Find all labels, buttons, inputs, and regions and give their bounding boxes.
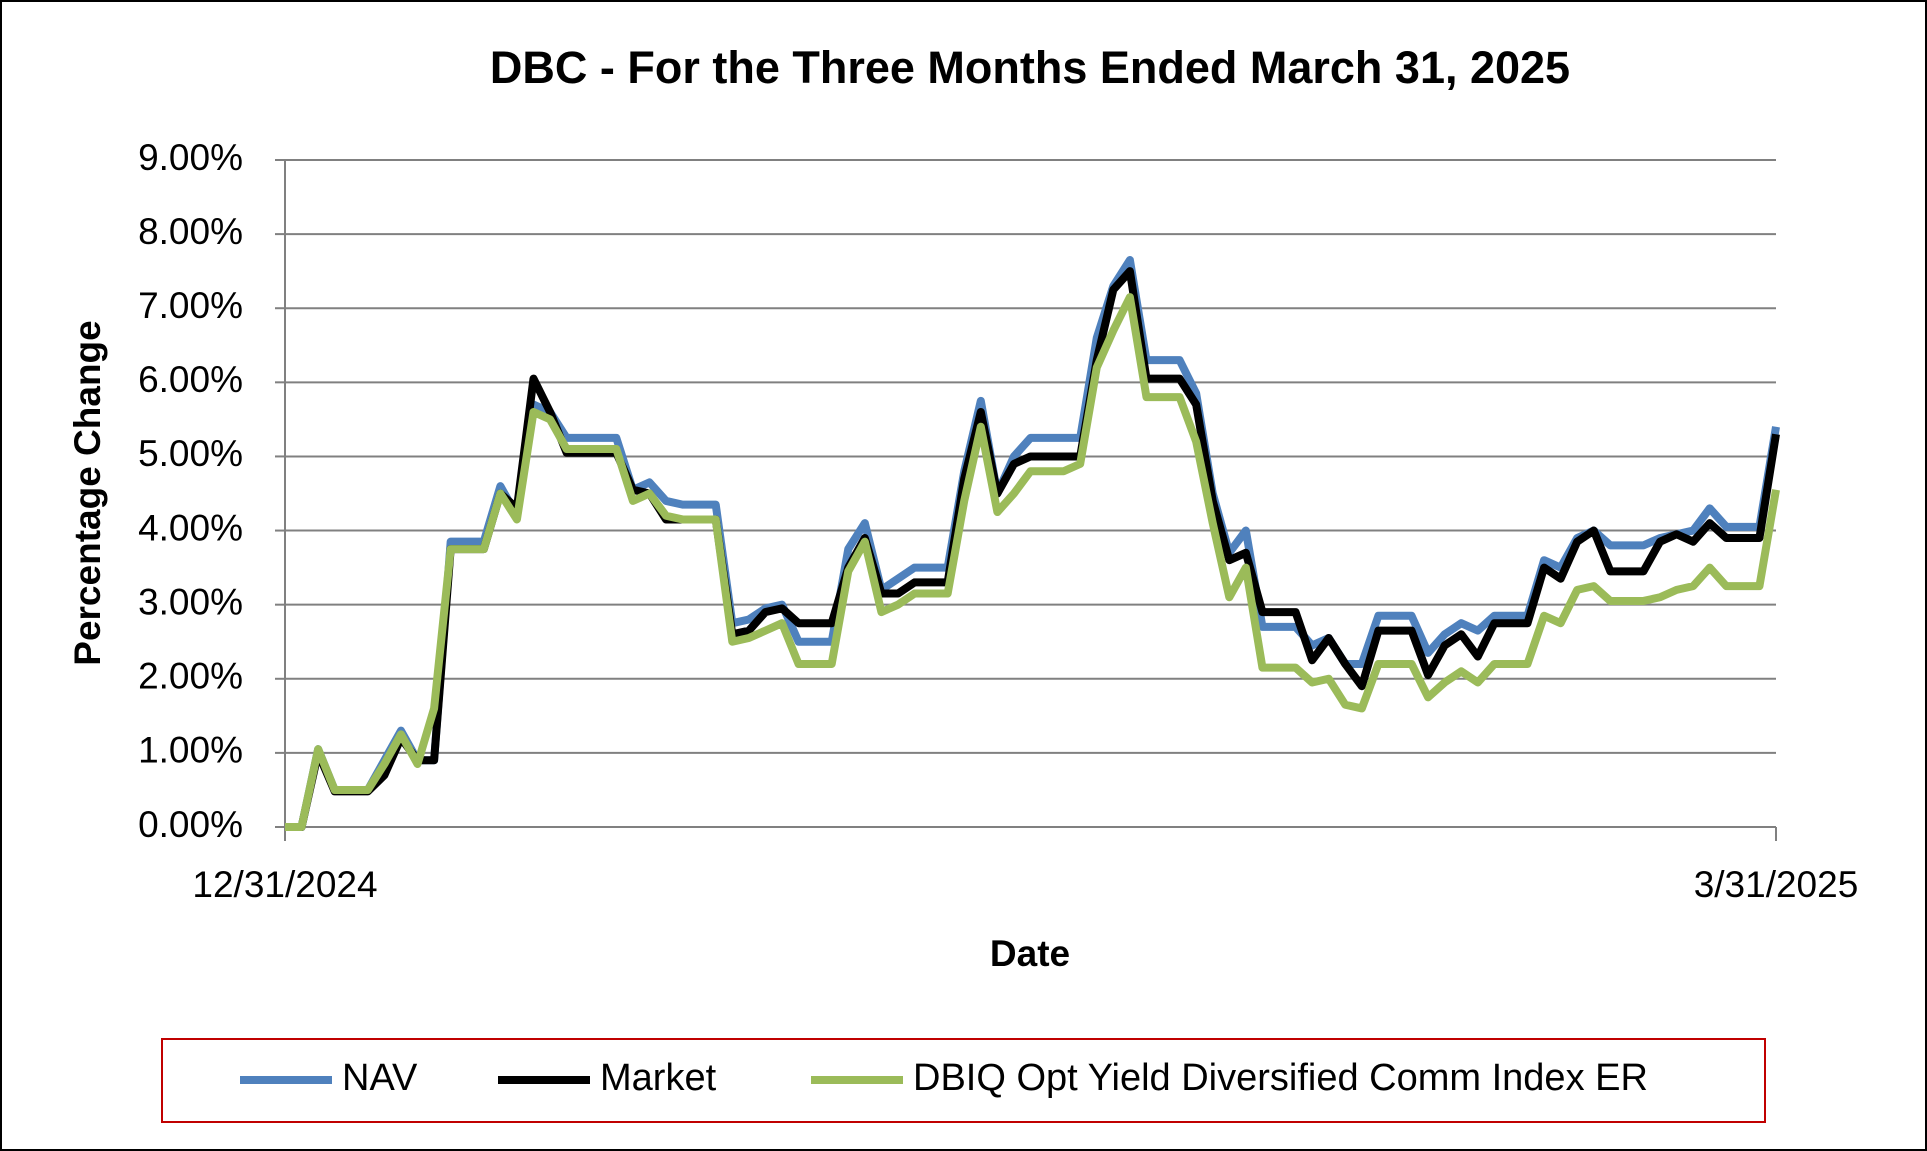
- x-axis-title: Date: [990, 933, 1070, 974]
- legend-box: [161, 1038, 1766, 1123]
- y-tick-label: 6.00%: [138, 359, 243, 400]
- y-axis-title: Percentage Change: [67, 320, 108, 665]
- y-tick-label: 3.00%: [138, 581, 243, 622]
- y-tick-label: 0.00%: [138, 804, 243, 845]
- x-tick-label: 12/31/2024: [192, 864, 377, 905]
- legend-label: NAV: [342, 1057, 418, 1099]
- legend-label: Market: [600, 1057, 717, 1099]
- chart-title: DBC - For the Three Months Ended March 3…: [490, 42, 1570, 93]
- y-tick-label: 1.00%: [138, 730, 243, 771]
- y-tick-label: 8.00%: [138, 211, 243, 252]
- series-line: [285, 293, 1780, 831]
- y-tick-label: 2.00%: [138, 656, 243, 697]
- y-tick-label: 5.00%: [138, 433, 243, 474]
- series-line: [285, 267, 1780, 831]
- x-tick-label: 3/31/2025: [1694, 864, 1859, 905]
- y-tick-label: 7.00%: [138, 285, 243, 326]
- legend-label: DBIQ Opt Yield Diversified Comm Index ER: [913, 1057, 1648, 1099]
- y-tick-label: 4.00%: [138, 507, 243, 548]
- y-tick-label: 9.00%: [138, 137, 243, 178]
